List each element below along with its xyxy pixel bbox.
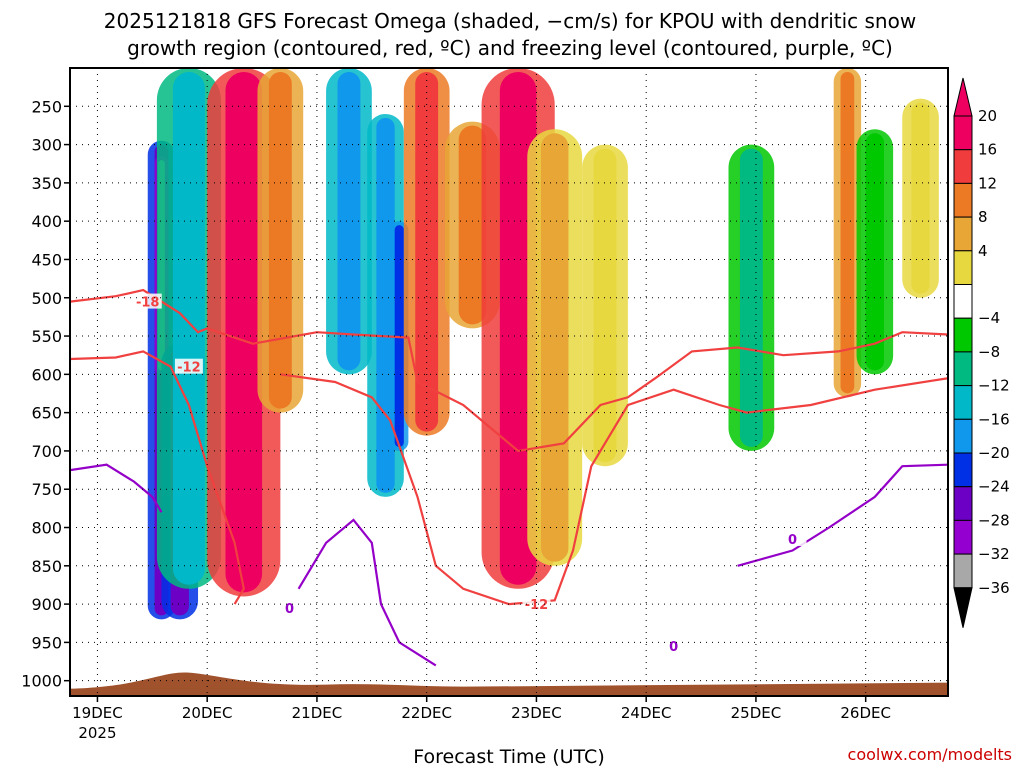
omega-band [840,72,855,394]
omega-band [415,72,439,432]
omega-band [337,72,361,371]
colorbar-tick-label: −24 [978,478,1010,496]
x-tick-label: 22DEC [401,704,452,722]
colorbar-tick-label: −20 [978,444,1010,462]
contour-label: 0 [285,602,294,617]
plot-frame [69,67,949,697]
y-tick-label: 350 [31,174,62,193]
y-tick-label: 1000 [21,672,62,691]
colorbar-swatch [953,519,973,555]
contour-label: -18 [136,296,160,311]
colorbar-tick-label: −28 [978,511,1010,529]
x-tick-label: 24DEC [621,704,672,722]
colorbar-tick-label: −16 [978,410,1010,428]
y-tick-label: 550 [31,327,62,346]
contour-label-bg [275,599,304,615]
colorbar-tick-label: 16 [978,141,997,159]
y-tick-label: 600 [31,365,62,384]
colorbar-tick-label: −12 [978,377,1010,395]
colorbar-tick-label: 4 [978,242,988,260]
y-tick-label: 700 [31,442,62,461]
freezing-level-contour [297,518,437,667]
dgz-contour [70,350,245,605]
omega-band [458,125,487,325]
y-tick-label: 750 [31,480,62,499]
y-tick-label: 650 [31,404,62,423]
x-axis-label: Forecast Time (UTC) [413,746,604,768]
contour-label: 0 [788,533,797,548]
colorbar-swatch [953,553,973,589]
freezing-level-contour [737,463,948,567]
colorbar-tick-label: −8 [978,343,1000,361]
colorbar-swatch [953,385,973,420]
x-tick-year-label: 2025 [78,724,116,742]
colorbar-swatch [953,115,973,151]
omega-band [172,72,205,585]
contour-label: -12 [177,361,201,376]
colorbar-bottom-arrow [953,587,973,628]
x-tick-label: 23DEC [511,704,562,722]
colorbar-swatch [953,351,973,387]
omega-band [225,72,263,593]
y-tick-label: 300 [31,136,62,155]
colorbar-swatch [953,317,973,353]
y-tick-label: 500 [31,289,62,308]
chart-title-line1: 2025121818 GFS Forecast Omega (shaded, −… [104,9,916,33]
colorbar-swatch [953,149,973,184]
colorbar-swatch [953,418,973,454]
colorbar-swatch [953,182,973,218]
colorbar-swatch [953,250,973,286]
omega-band [911,102,930,294]
contour-label: 0 [669,640,678,655]
colorbar-swatch [953,452,973,488]
terrain-surface [70,672,948,696]
contour-label-bg [522,596,551,612]
y-tick-label: 900 [31,595,62,614]
contour-label-bg [659,638,688,654]
omega-band [593,148,617,463]
colorbar-swatch [953,486,973,521]
colorbar-swatch [953,216,973,252]
contour-label-bg [778,531,807,546]
x-tick-label: 26DEC [840,704,891,722]
x-tick-label: 19DEC [72,704,123,722]
contour-label: -12 [525,598,549,613]
omega-band [739,148,763,447]
contour-label-bg [174,358,203,374]
y-tick-label: 450 [31,250,62,269]
omega-band [268,72,292,409]
dgz-contour [280,373,948,606]
omega-band [541,133,569,562]
colorbar-tick-label: 12 [978,174,997,192]
colorbar-tick-label: −36 [978,579,1010,597]
y-tick-label: 950 [31,633,62,652]
x-tick-label: 20DEC [182,704,233,722]
omega-band [865,133,884,371]
colorbar-top-arrow [953,77,973,117]
colorbar-tick-label: 20 [978,107,997,125]
colorbar-swatch [953,284,973,319]
x-tick-label: 25DEC [731,704,782,722]
dgz-contour [70,288,948,453]
chart-title-line2: growth region (contoured, red, ºC) and f… [127,36,893,60]
y-tick-label: 850 [31,557,62,576]
y-tick-label: 400 [31,212,62,231]
x-tick-label: 21DEC [292,704,343,722]
y-tick-label: 800 [31,519,62,538]
freezing-level-contour [70,463,163,513]
colorbar-tick-label: 8 [978,208,988,226]
credit-link[interactable]: coolwx.com/modelts [848,745,1012,764]
y-tick-label: 250 [31,97,62,116]
colorbar-tick-label: −32 [978,545,1010,563]
colorbar-tick-label: −4 [978,309,1000,327]
